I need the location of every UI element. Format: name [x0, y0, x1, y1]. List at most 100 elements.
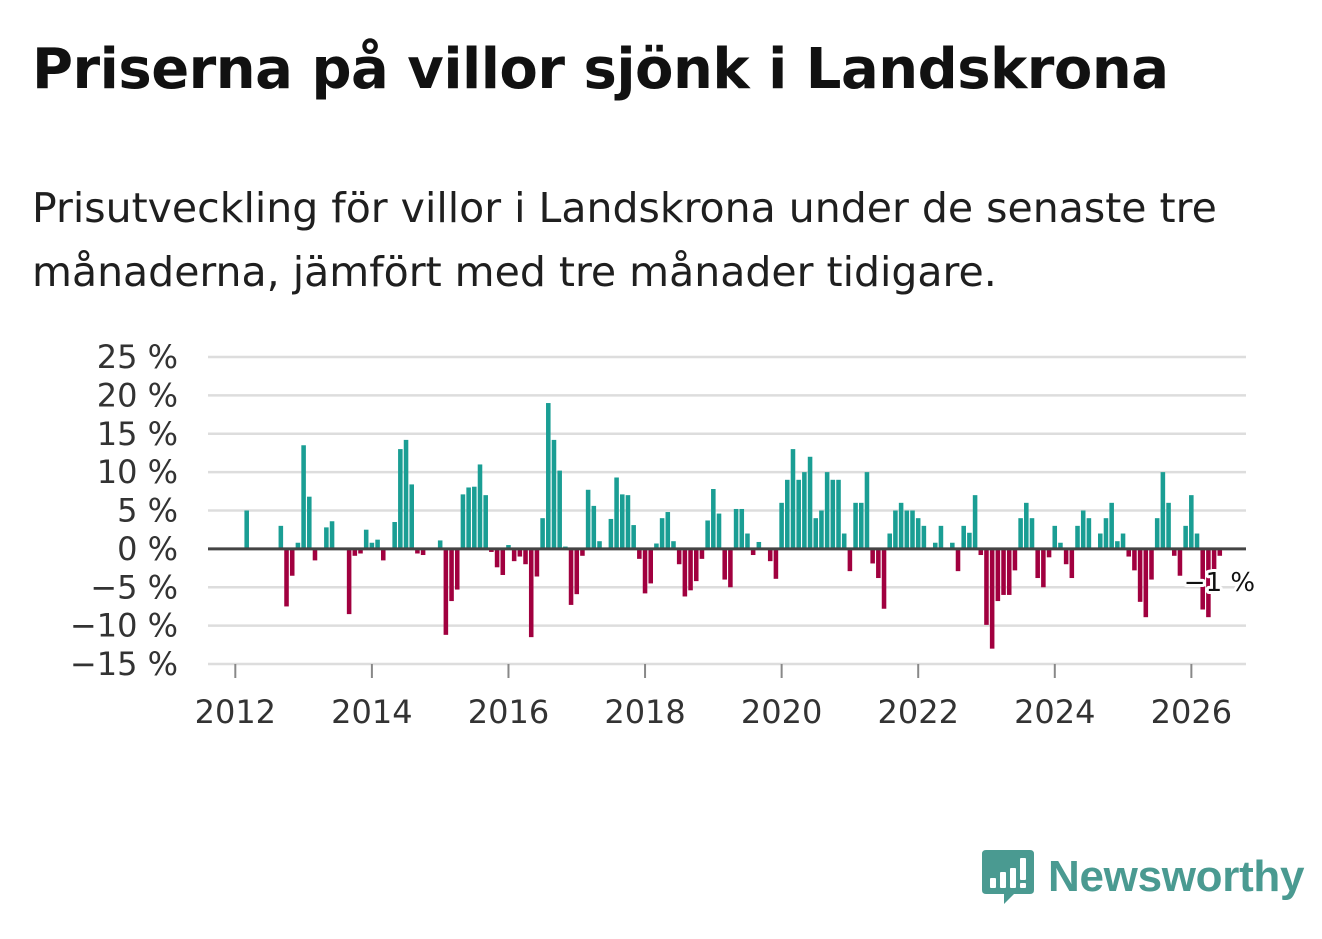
y-tick-label: −10 %: [70, 607, 178, 645]
y-tick-label: 15 %: [97, 415, 178, 453]
bar: [665, 512, 671, 549]
bar: [785, 479, 790, 549]
bar: [972, 495, 978, 549]
bar: [483, 495, 488, 549]
bar: [1217, 548, 1223, 556]
bar: [1058, 542, 1063, 549]
bar: [244, 510, 249, 549]
bar: [1052, 525, 1058, 549]
bar: [1086, 518, 1092, 549]
x-tick-label: 2014: [331, 693, 412, 731]
x-tick-label: 2012: [195, 693, 276, 731]
x-tick-label: 2022: [877, 693, 958, 731]
bar: [648, 548, 653, 584]
bar: [938, 525, 944, 549]
bar: [1126, 548, 1132, 557]
bar: [1160, 472, 1166, 549]
bar: [790, 449, 796, 549]
bar: [500, 548, 506, 575]
bar: [978, 548, 984, 556]
bar: [301, 445, 306, 549]
bar: [1194, 533, 1200, 549]
bar: [1132, 548, 1137, 571]
bar: [932, 542, 938, 549]
annotations: −1 %: [1181, 565, 1258, 601]
bar: [1035, 548, 1040, 579]
y-tick-label: −15 %: [70, 645, 178, 683]
bar: [415, 548, 420, 554]
bar: [534, 548, 540, 577]
bar: [551, 439, 557, 549]
bar: [1075, 525, 1080, 549]
bar: [403, 439, 409, 549]
bar: [1069, 548, 1075, 579]
bar: [1171, 548, 1177, 556]
bar: [881, 548, 887, 609]
bar: [1200, 548, 1205, 610]
bar: [307, 496, 312, 549]
bar: [841, 533, 847, 549]
bar: [620, 494, 625, 549]
bar: [921, 525, 927, 549]
y-tick-label: −5 %: [90, 568, 178, 606]
bar: [1018, 518, 1023, 549]
bar: [1154, 518, 1160, 549]
bar: [688, 548, 693, 591]
bar: [893, 510, 898, 549]
bar: [489, 548, 494, 552]
x-tick-label: 2026: [1151, 693, 1232, 731]
bar: [853, 502, 858, 549]
bar: [591, 505, 597, 549]
gridlines: [208, 355, 1246, 666]
bar: [716, 513, 722, 549]
bar: [1143, 548, 1149, 618]
bar: [346, 548, 352, 615]
bar: [876, 548, 881, 579]
bar: [676, 548, 682, 565]
bar: [454, 548, 460, 590]
bar: [779, 502, 784, 549]
bar: [284, 548, 289, 607]
bar: [631, 525, 636, 549]
bar: [898, 502, 904, 549]
bar: [420, 548, 426, 556]
y-axis-ticks: 25 %20 %15 %10 %5 %0 %−5 %−10 %−15 %: [70, 338, 178, 683]
bar: [1206, 548, 1211, 618]
bar: [819, 510, 824, 549]
bar: [796, 479, 801, 549]
bar: [540, 518, 545, 549]
latest-value-annotation: −1 %: [1184, 568, 1255, 598]
bar: [380, 548, 386, 561]
bar: [437, 540, 443, 549]
bar: [642, 548, 648, 594]
bar: [375, 539, 380, 549]
bar: [295, 542, 301, 549]
bar: [517, 548, 523, 557]
bar: [637, 548, 642, 559]
y-tick-label: 10 %: [97, 453, 178, 491]
bar: [722, 548, 727, 580]
bar: [967, 532, 972, 549]
bar: [1177, 548, 1183, 576]
bar: [1109, 502, 1114, 549]
bar: [1029, 518, 1035, 549]
x-tick-label: 2020: [741, 693, 822, 731]
bar: [523, 548, 528, 565]
bar: [989, 548, 995, 649]
bar: [352, 548, 358, 556]
bar: [915, 518, 921, 549]
newsworthy-logo: Newsworthy: [980, 846, 1304, 908]
bar: [910, 510, 915, 549]
bar: [750, 548, 756, 556]
bar: [711, 489, 716, 549]
bar: [494, 548, 500, 568]
bar: [1189, 495, 1194, 549]
chart-title: Priserna på villor sjönk i Landskrona: [32, 37, 1169, 102]
bar: [392, 522, 397, 549]
bar: [398, 449, 403, 549]
bar: [1046, 548, 1052, 558]
bar: [807, 456, 813, 549]
bar: [580, 548, 585, 556]
bar: [904, 510, 910, 549]
bar: [961, 525, 966, 549]
